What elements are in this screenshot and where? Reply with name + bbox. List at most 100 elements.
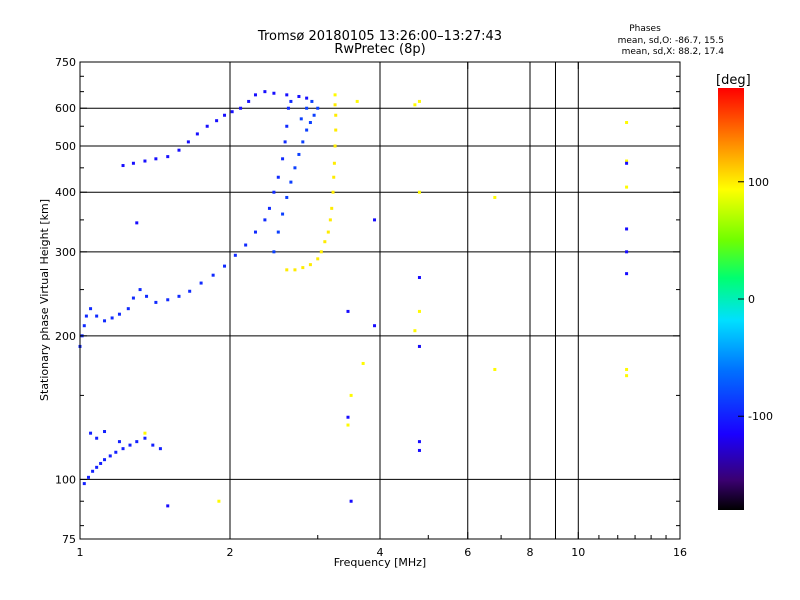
x-tick-label: 1 [77,546,84,559]
data-point [95,465,99,469]
x-tick-label: 10 [571,546,585,559]
data-point [289,99,293,103]
y-tick-label: 100 [55,473,76,486]
data-points [78,90,629,508]
data-point [285,195,289,199]
data-point [114,450,118,454]
data-point [326,230,330,234]
data-point [99,461,103,465]
data-point [493,195,497,199]
data-point [103,458,107,462]
colorbar-tick-label: -100 [748,410,773,423]
data-point [82,482,86,486]
data-point [211,273,215,277]
data-point [89,431,93,435]
data-point [230,110,234,114]
data-point [331,190,335,194]
data-point [417,190,421,194]
data-point [151,443,155,447]
data-point [131,161,135,165]
x-tick-label: 6 [464,546,471,559]
data-point [413,329,417,333]
data-point [195,132,199,136]
data-point [316,106,320,110]
data-point [332,161,336,165]
data-point [121,164,125,168]
data-point [413,103,417,107]
data-point [373,324,377,328]
data-point [239,106,243,110]
data-point [297,94,301,98]
data-point [328,218,332,222]
data-point [297,152,301,156]
data-point [285,93,289,97]
data-point [281,212,285,216]
colorbar-ticks: 100 0 -100 [738,176,773,423]
data-point [253,230,257,234]
data-point [267,206,271,210]
y-axis-ticks: 75 100 200 300 400 500 600 750 [55,56,680,546]
x-tick-label: 2 [227,546,234,559]
data-point [301,266,305,270]
data-point [361,361,365,365]
data-point [272,190,276,194]
data-point [154,157,158,161]
data-point [625,161,629,165]
data-point [293,268,297,272]
data-point [205,124,209,128]
data-point [82,324,86,328]
y-tick-label: 500 [55,140,76,153]
data-point [233,253,237,257]
data-point [417,440,421,444]
data-point [283,140,287,144]
data-point [276,230,280,234]
data-point [333,93,337,97]
data-point [299,117,303,121]
data-point [217,499,221,503]
data-point [417,99,421,103]
data-point [286,106,290,110]
data-point [95,314,99,318]
data-point [417,344,421,348]
data-point [177,294,181,298]
data-point [417,276,421,280]
data-point [301,140,305,144]
x-tick-label: 16 [673,546,687,559]
data-point [289,180,293,184]
data-point [285,124,289,128]
data-point [333,144,337,148]
data-point [305,96,309,100]
y-tick-label: 300 [55,246,76,259]
data-point [625,185,629,189]
colorbar-tick-label: 100 [748,176,769,189]
data-point [625,374,629,378]
stats-line-o: mean, sd,O: -86.7, 15.5 [618,36,724,46]
data-point [215,119,219,123]
data-point [86,475,90,479]
data-point [143,159,147,163]
data-point [177,148,181,152]
data-point [145,294,149,298]
data-point [346,415,350,419]
data-point [349,499,353,503]
data-point [95,436,99,440]
data-point [263,218,267,222]
data-point [166,155,170,159]
data-point [319,250,323,254]
y-tick-label: 600 [55,102,76,115]
data-point [417,309,421,313]
data-point [272,250,276,254]
data-point [308,263,312,267]
data-point [143,436,147,440]
data-point [143,431,147,435]
data-point [333,103,337,107]
data-point [128,443,132,447]
x-axis-label: Frequency [MHz] [334,556,426,569]
data-point [281,157,285,161]
data-point [188,289,192,293]
stats-header: Phases [629,24,661,34]
data-point [186,140,190,144]
stats-line-x: mean, sd,X: 88.2, 17.4 [622,47,725,57]
data-point [166,504,170,508]
data-point [625,250,629,254]
